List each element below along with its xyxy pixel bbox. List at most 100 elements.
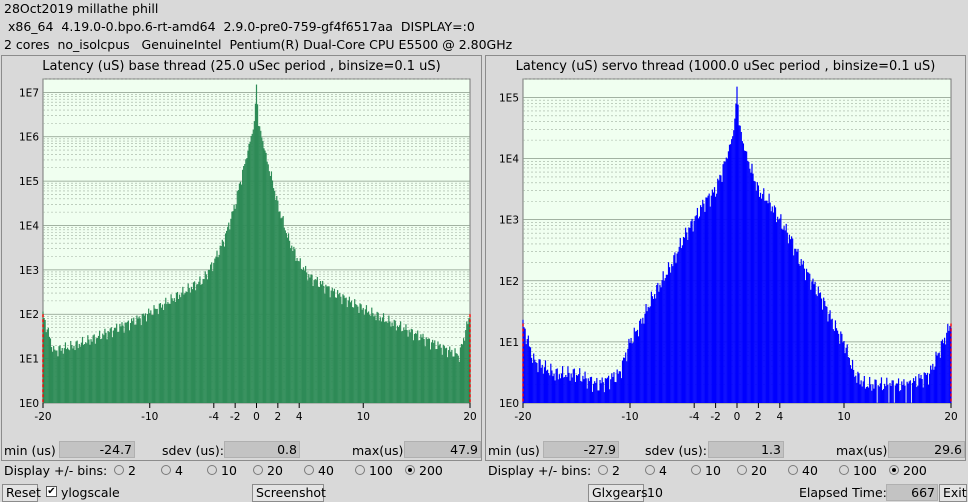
base-bar: [346, 307, 348, 403]
servo-bar: [625, 352, 627, 403]
servo-bar: [694, 216, 696, 403]
servo-bar: [550, 363, 552, 403]
servo-bar: [766, 200, 768, 403]
base-bins-radio-200[interactable]: [405, 465, 415, 475]
servo-bar: [828, 313, 830, 403]
base-bins-radio-100[interactable]: [355, 465, 365, 475]
base-bar: [145, 321, 148, 403]
servo-bar: [761, 198, 763, 403]
base-bar: [262, 141, 264, 403]
base-bins-radio-20[interactable]: [253, 465, 263, 475]
servo-bar: [857, 371, 859, 403]
servo-bins-radio-4[interactable]: [645, 465, 655, 475]
servo-bar: [572, 369, 574, 403]
base-bar: [401, 331, 403, 403]
base-bar: [246, 158, 248, 403]
base-bar: [390, 326, 392, 403]
servo-bar: [862, 381, 864, 403]
servo-bar: [551, 370, 553, 403]
servo-bar: [929, 373, 931, 403]
servo-bins-radio-100[interactable]: [839, 465, 849, 475]
base-bins-radio-4[interactable]: [161, 465, 171, 475]
base-bar: [345, 297, 347, 403]
servo-bar: [930, 365, 932, 403]
servo-x-tick-label: -4: [689, 411, 700, 423]
base-bar: [80, 342, 83, 403]
base-bar: [292, 250, 294, 403]
base-bar: [286, 237, 289, 403]
base-bar: [438, 345, 440, 403]
base-bar: [408, 329, 410, 403]
servo-bar: [553, 373, 555, 403]
base-bar: [90, 339, 92, 403]
base-bins-radio-10[interactable]: [207, 465, 217, 475]
base-bar: [376, 311, 378, 403]
base-bar: [167, 302, 169, 403]
base-bar: [103, 335, 105, 403]
servo-bar: [586, 388, 588, 403]
base-bar: [272, 188, 275, 403]
base-bar: [155, 309, 157, 403]
servo-bar: [622, 357, 625, 403]
base-bar: [197, 284, 199, 403]
servo-bar: [606, 377, 609, 403]
servo-bar: [738, 125, 740, 403]
servo-bar: [712, 192, 715, 403]
servo-bar: [777, 216, 779, 403]
base-bar: [71, 345, 73, 403]
servo-bar: [906, 381, 908, 403]
servo-bar: [613, 372, 615, 403]
servo-bar: [881, 390, 884, 403]
servo-bar: [741, 141, 743, 403]
servo-bar: [704, 211, 706, 403]
servo-bar: [753, 180, 755, 403]
servo-bins-radio-2[interactable]: [598, 465, 608, 475]
servo-bar: [840, 331, 842, 403]
servo-bar: [942, 343, 945, 403]
screenshot-button[interactable]: Screenshot: [252, 484, 326, 502]
base-bar: [467, 324, 469, 403]
servo-bins-radio-200[interactable]: [889, 465, 899, 475]
servo-bins-radio-10[interactable]: [691, 465, 701, 475]
base-bar: [44, 319, 46, 403]
servo-bar: [926, 372, 929, 403]
glxgears-button[interactable]: Glxgears: [588, 484, 648, 502]
base-bar: [254, 103, 257, 404]
base-bar: [202, 278, 204, 403]
base-bar: [284, 230, 286, 403]
reset-button[interactable]: Reset: [2, 484, 41, 502]
servo-bar: [917, 385, 919, 403]
servo-bar: [590, 376, 593, 403]
base-bins-radio-40[interactable]: [304, 465, 314, 475]
base-bar: [290, 248, 292, 403]
base-bar: [203, 279, 205, 403]
exit-button[interactable]: Exit: [939, 484, 967, 502]
base-bar: [81, 336, 84, 403]
servo-x-tick-label: 4: [776, 411, 783, 423]
servo-bar: [600, 383, 602, 403]
base-bar: [232, 211, 234, 403]
servo-bar: [732, 136, 734, 403]
servo-bar: [784, 230, 786, 403]
base-bins-option-label: 100: [369, 463, 393, 478]
servo-bar: [878, 386, 880, 403]
base-bar: [73, 345, 75, 403]
base-bar: [136, 315, 138, 403]
servo-bar: [918, 373, 920, 403]
base-bar: [59, 345, 61, 403]
servo-bins-radio-20[interactable]: [737, 465, 747, 475]
base-bar: [124, 322, 126, 403]
servo-bar: [800, 259, 802, 403]
base-bar: [248, 144, 250, 403]
base-max-value: 47.9: [404, 441, 481, 458]
servo-bins-radio-40[interactable]: [788, 465, 798, 475]
base-bar: [235, 204, 237, 403]
base-bar: [121, 322, 123, 403]
ylogscale-checkbox[interactable]: ✔: [46, 486, 57, 497]
base-bins-radio-2[interactable]: [114, 465, 124, 475]
servo-bar: [570, 373, 572, 403]
base-bar: [363, 315, 365, 403]
servo-bar: [601, 377, 603, 403]
servo-bar: [615, 382, 617, 403]
servo-bar: [682, 236, 685, 403]
